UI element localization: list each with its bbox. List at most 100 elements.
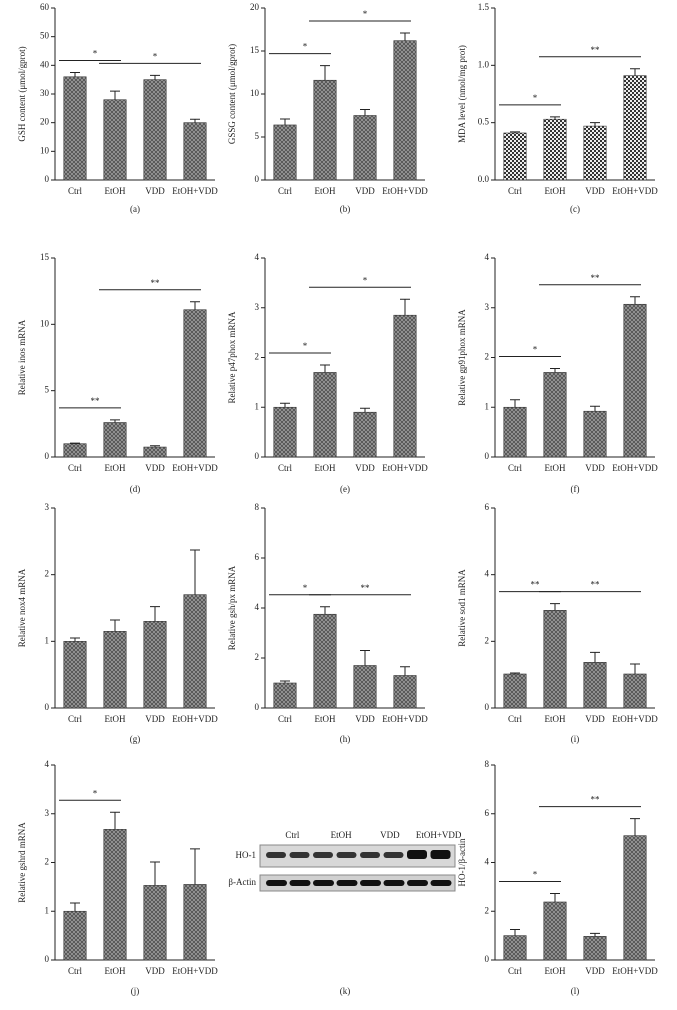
x-tick-label: EtOH+VDD [172,714,218,724]
y-tick-label: 0.0 [478,174,490,184]
bar [143,79,167,181]
band [430,880,452,886]
error-bar [70,902,80,912]
bar [63,641,87,709]
x-tick-label: VDD [145,966,165,976]
y-tick-label: 20 [250,2,260,12]
error-bar [70,637,80,642]
y-tick-label: 0 [485,451,490,461]
x-tick-label: EtOH+VDD [612,966,658,976]
y-tick-label: 5 [45,385,50,395]
significance-label: * [363,275,368,285]
y-tick-label: 0 [255,451,260,461]
band [336,880,358,886]
significance-label: * [153,51,158,61]
bar [183,122,207,181]
x-tick-label: VDD [355,714,375,724]
significance-label: * [533,345,538,355]
band [266,852,286,858]
y-tick-label: 60 [40,2,50,12]
bar [543,610,567,709]
x-tick-label: EtOH+VDD [382,186,428,196]
x-tick-label: Ctrl [508,714,523,724]
band [289,880,311,886]
x-tick-label: EtOH+VDD [382,714,428,724]
bar [143,621,167,709]
y-tick-label: 0 [45,451,50,461]
significance-label: ** [591,45,601,55]
y-axis-label: HO-1/β-actin [457,838,467,887]
band [383,852,404,858]
y-tick-label: 15 [250,45,260,55]
error-bar [590,405,600,412]
y-tick-label: 4 [255,602,260,612]
y-tick-label: 1 [45,905,50,915]
y-tick-label: 3 [45,502,50,512]
significance-label: * [303,341,308,351]
band [360,852,380,858]
y-tick-label: 50 [40,31,50,41]
band [407,880,428,886]
error-bar [550,367,560,373]
y-tick-label: 2 [485,635,490,645]
bar [183,594,207,709]
bar [503,935,527,961]
x-tick-label: EtOH+VDD [612,463,658,473]
bar [273,682,297,709]
bar [543,118,567,181]
x-tick-label: VDD [355,186,375,196]
y-tick-label: 0 [45,174,50,184]
error-bar [550,116,560,120]
error-bar [110,90,120,100]
significance-label: * [93,788,98,798]
band [336,852,357,858]
y-axis-label: MDA level (nmol/mg prot) [457,45,467,143]
x-tick-label: Ctrl [278,714,293,724]
x-tick-label: Ctrl [68,966,83,976]
error-bar [590,651,600,663]
error-bar [360,407,370,413]
y-axis-label: Relative nox4 mRNA [17,568,27,647]
error-bar [280,680,290,683]
y-tick-label: 2 [255,352,260,362]
bar [543,372,567,458]
panel-label: (l) [571,986,580,996]
y-tick-label: 1 [255,401,260,411]
x-tick-label: VDD [585,966,605,976]
error-bar [630,68,640,76]
panel-label: (c) [570,204,580,214]
y-tick-label: 6 [485,502,490,512]
x-tick-label: VDD [145,463,165,473]
y-axis-label: Relative gsh/px mRNA [227,565,237,650]
y-tick-label: 2 [45,857,50,867]
y-tick-label: 15 [40,252,50,262]
x-tick-label: EtOH+VDD [612,186,658,196]
y-tick-label: 3 [485,302,490,312]
error-bar [400,298,410,316]
error-bar [190,549,200,595]
significance-label: * [533,870,538,880]
bar [393,314,417,458]
x-tick-label: VDD [145,186,165,196]
x-tick-label: EtOH [105,714,126,724]
panel-label: (j) [131,986,140,996]
x-tick-label: EtOH [105,966,126,976]
significance-label: ** [591,580,601,590]
error-bar [150,445,160,448]
error-bar [190,301,200,310]
bar [313,372,337,458]
lane-label: Ctrl [285,830,300,840]
significance-label: * [303,583,308,593]
y-tick-label: 4 [45,759,50,769]
bar [623,75,647,181]
x-tick-label: EtOH+VDD [172,186,218,196]
lane-label: EtOH+VDD [416,830,462,840]
y-tick-label: 3 [255,302,260,312]
y-tick-label: 2 [485,352,490,362]
x-tick-label: EtOH [545,966,566,976]
error-bar [280,402,290,408]
error-bar [510,672,520,674]
y-tick-label: 0 [485,702,490,712]
y-axis-label: Relative sod1 mRNA [457,569,467,647]
y-axis-label: Relative gshrd mRNA [17,822,27,903]
